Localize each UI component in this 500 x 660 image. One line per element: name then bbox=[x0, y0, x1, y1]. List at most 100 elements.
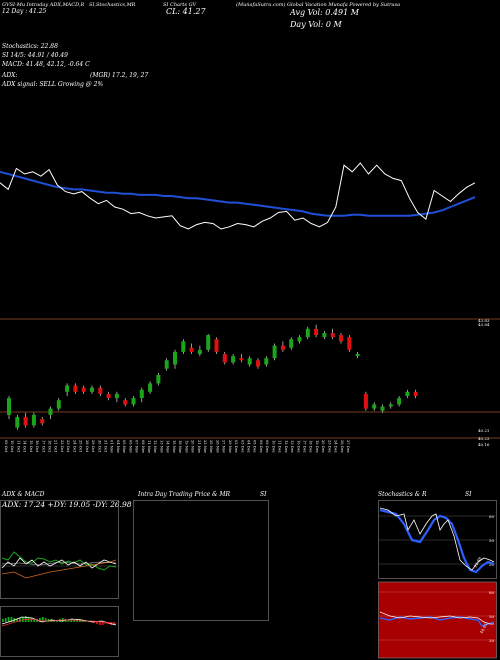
candle-body bbox=[189, 347, 194, 352]
candle-body bbox=[173, 351, 177, 365]
macd-bar bbox=[19, 618, 21, 622]
candle-body bbox=[355, 354, 360, 357]
date-label: 14 Oct bbox=[23, 440, 27, 453]
date-label: 17 Oct bbox=[41, 440, 45, 453]
candle-body bbox=[123, 400, 128, 405]
adx-minus-line bbox=[1, 557, 117, 569]
candle-body bbox=[339, 335, 343, 342]
date-label: 22 Nov bbox=[203, 440, 207, 454]
date-label: 15 Oct bbox=[29, 440, 33, 453]
macd-bar bbox=[101, 622, 104, 625]
date-label: 10 Dec bbox=[271, 440, 275, 453]
date-label: 21 Oct bbox=[54, 440, 58, 453]
date-label: 08 Nov bbox=[141, 440, 145, 454]
candles bbox=[7, 324, 418, 430]
price-label-5: 40.16 bbox=[478, 442, 490, 447]
date-label: 23 Oct bbox=[66, 440, 70, 453]
date-label: 30 Oct bbox=[97, 440, 101, 453]
macd-readout: MACD: 41.48, 42.12, -0.64 C bbox=[2, 61, 90, 68]
candle-body bbox=[31, 414, 36, 426]
avg-volume: Avg Vol: 0.491 M bbox=[290, 8, 359, 17]
date-label: 03 Dec bbox=[240, 440, 244, 453]
candle-body bbox=[114, 393, 119, 399]
adx-macd-panel bbox=[0, 500, 119, 657]
average-line bbox=[0, 170, 476, 217]
date-label: 01 Nov bbox=[110, 440, 114, 454]
candle-body bbox=[156, 375, 161, 384]
candle-body bbox=[214, 339, 219, 352]
date-label: 16 Dec bbox=[296, 440, 300, 453]
price-label-1: 43.83 bbox=[478, 318, 490, 323]
macd-bar bbox=[7, 617, 10, 622]
rsi-scale-50: 50 bbox=[489, 614, 495, 619]
macd-bar bbox=[41, 617, 44, 622]
candle-body bbox=[347, 337, 352, 350]
intraday-frame bbox=[133, 500, 269, 621]
date-label: 18 Nov bbox=[178, 440, 182, 454]
stoch-si-label: SI bbox=[465, 491, 472, 498]
macd-bar bbox=[70, 620, 73, 622]
date-label: 11 Oct bbox=[16, 440, 20, 453]
intraday-panel bbox=[133, 500, 269, 621]
candle-body bbox=[231, 356, 236, 363]
date-label: 05 Dec bbox=[253, 440, 257, 453]
adx-signal: ADX signal: SELL Growing @ 2% bbox=[2, 81, 104, 88]
candle-body bbox=[372, 404, 377, 409]
adx-frame bbox=[0, 500, 119, 599]
date-label: 25 Nov bbox=[209, 440, 213, 454]
date-label: 10 Oct bbox=[10, 440, 14, 453]
date-label: 12 Nov bbox=[153, 440, 157, 454]
candle-body bbox=[139, 389, 144, 399]
candle-body bbox=[23, 417, 28, 426]
candle-body bbox=[40, 419, 45, 424]
macd-bar bbox=[4, 618, 7, 622]
date-label: 28 Oct bbox=[85, 440, 89, 453]
macd-bar bbox=[67, 620, 70, 622]
macd-bar bbox=[98, 622, 101, 625]
date-label: 12 Dec bbox=[284, 440, 288, 453]
price-label-2: 43.84 bbox=[478, 322, 490, 327]
candle-body bbox=[206, 335, 211, 350]
stoch-scale-20: 20 bbox=[489, 562, 495, 567]
candle-body bbox=[148, 383, 153, 392]
macd-bar bbox=[44, 618, 47, 622]
date-label: 26 Nov bbox=[215, 440, 219, 454]
candle-body bbox=[73, 385, 78, 392]
date-label: 02 Dec bbox=[234, 440, 238, 453]
stoch-panel-title: Stochastics & R bbox=[378, 491, 427, 498]
candle-body bbox=[81, 387, 86, 392]
candle-body bbox=[363, 393, 368, 409]
date-label: 13 Nov bbox=[159, 440, 163, 454]
date-label: 09 Dec bbox=[265, 440, 269, 453]
date-label: 23 Dec bbox=[327, 440, 331, 453]
date-label: 15 Nov bbox=[172, 440, 176, 454]
candle-body bbox=[405, 391, 410, 396]
candle-body bbox=[305, 328, 310, 338]
mgr-readout: (MGR) 17.2, 19, 27 bbox=[90, 72, 149, 79]
date-label: 22 Oct bbox=[60, 440, 64, 453]
header-line1d: (MunafaSutra.com) Global Vacation Munafa… bbox=[236, 2, 401, 8]
stochastics-readout: Stochastics: 22.88 bbox=[2, 43, 58, 50]
date-label: 18 Dec bbox=[309, 440, 313, 453]
date-label: 11 Nov bbox=[147, 440, 151, 454]
candle-body bbox=[280, 345, 285, 350]
price-changes: 12 Day : 41.25 bbox=[2, 8, 47, 15]
rsi-ref-line bbox=[379, 611, 494, 625]
date-label: 18 Oct bbox=[48, 440, 52, 453]
macd-frame bbox=[0, 606, 119, 657]
candle-body bbox=[322, 333, 327, 338]
stoch-value: 22.88 bbox=[473, 556, 483, 569]
candle-body bbox=[56, 400, 61, 409]
macd-signal-line bbox=[1, 618, 117, 627]
date-label: 04 Dec bbox=[247, 440, 251, 453]
date-label: 20 Nov bbox=[191, 440, 195, 454]
date-label: 27 Nov bbox=[222, 440, 226, 454]
candle-body bbox=[380, 406, 385, 411]
date-label: 24 Oct bbox=[72, 440, 76, 453]
date-label: 20 Dec bbox=[321, 440, 325, 453]
date-label: 29 Nov bbox=[228, 440, 232, 454]
candle-body bbox=[256, 360, 260, 367]
macd-bar bbox=[56, 620, 58, 622]
macd-bar bbox=[2, 619, 4, 622]
macd-line bbox=[1, 616, 117, 626]
